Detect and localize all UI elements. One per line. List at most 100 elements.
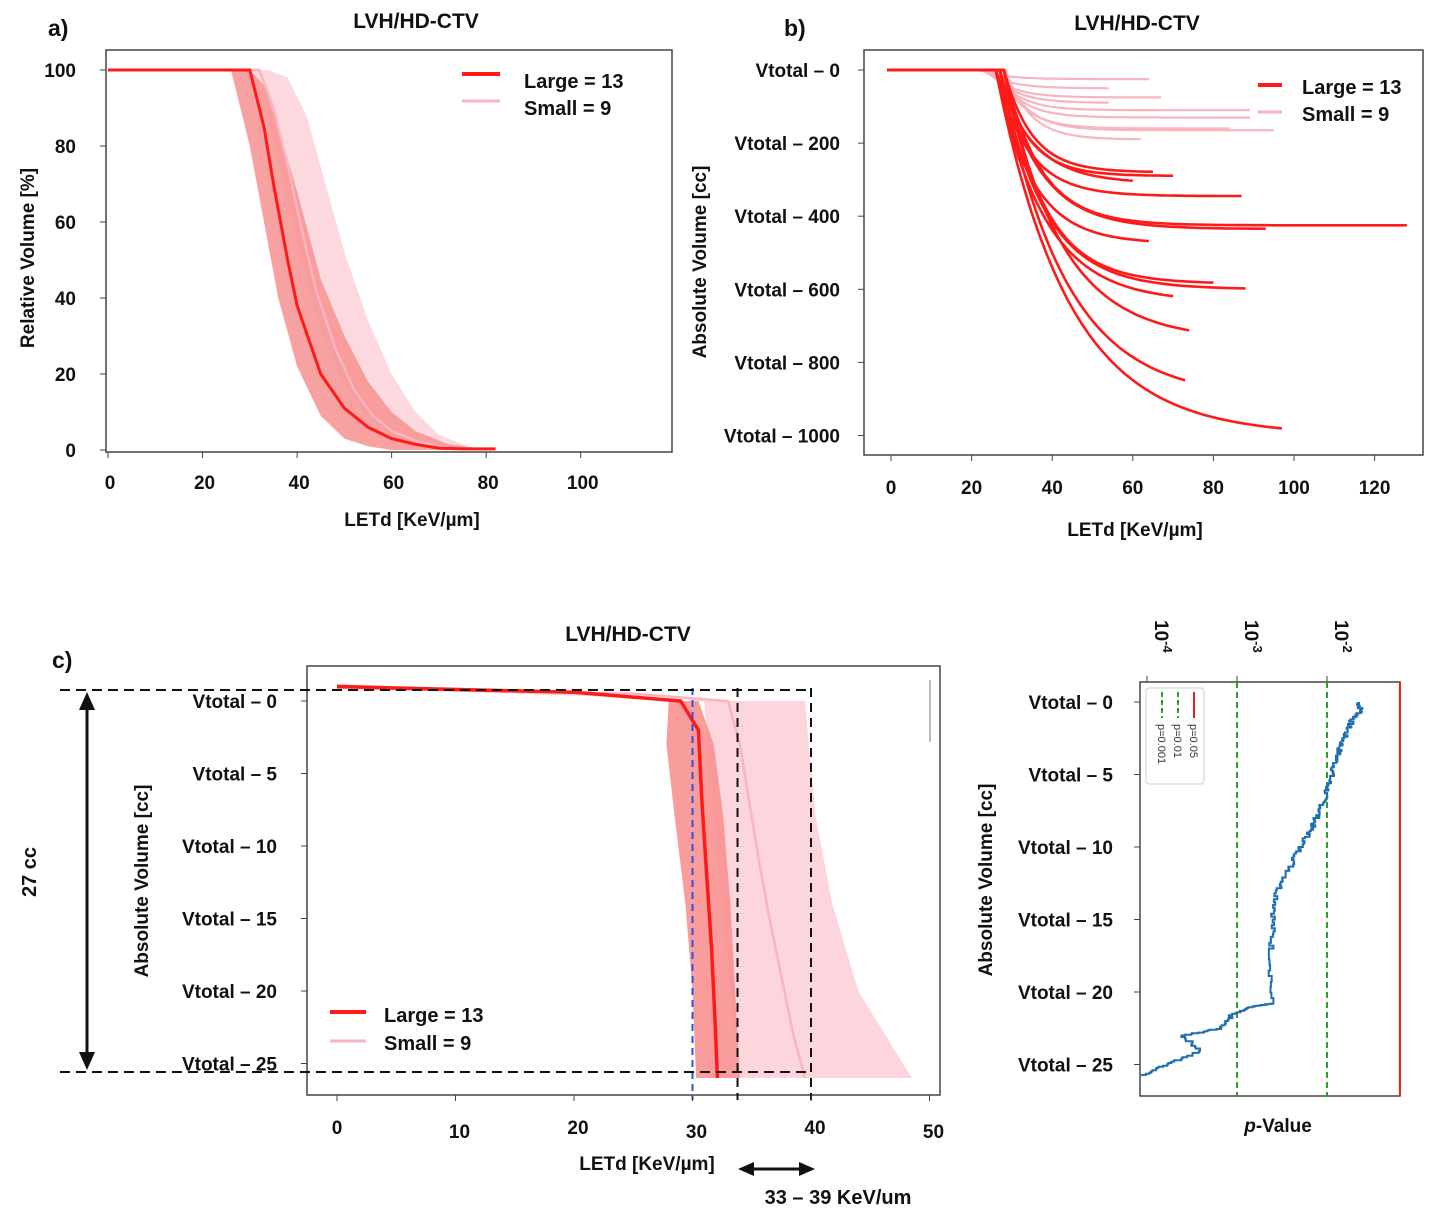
xtick-base-d: 10	[1150, 620, 1171, 641]
legend-label-large-c: Large = 13	[384, 1005, 484, 1027]
xtick-base-d: 10	[1330, 620, 1351, 641]
ytick-label-a: 20	[55, 365, 76, 386]
xtick-label-c: 20	[567, 1118, 588, 1139]
xlabel-d: p-Value	[1243, 1116, 1312, 1137]
series-large-c	[336, 684, 720, 1079]
ytick-label-c: Vtotal – 10	[182, 837, 277, 858]
range-annotation: 33 – 39 KeV/um	[765, 1187, 912, 1209]
ytick-label-d: Vtotal – 10	[1018, 838, 1113, 859]
band-large-c	[666, 701, 740, 1078]
xtick-exp-d: -2	[1340, 641, 1355, 653]
ytick-label-a: 60	[55, 213, 76, 234]
ytick-label-c: Vtotal – 25	[182, 1055, 277, 1076]
ytick-label-a: 80	[55, 137, 76, 158]
xlabel-d-italic: p	[1243, 1116, 1256, 1137]
ytick-label-a: 100	[44, 61, 76, 82]
panel-label-c: c)	[52, 647, 72, 673]
band-small-a	[108, 70, 468, 450]
legend-label-large-b: Large = 13	[1302, 77, 1402, 99]
band-large-a	[108, 70, 487, 450]
small-curve-b	[887, 68, 1161, 99]
xlabel-c: LETd [KeV/µm]	[579, 1154, 715, 1175]
large-curve-b	[887, 68, 1283, 430]
ytick-label-d: Vtotal – 0	[1029, 693, 1113, 714]
large-curve-b	[887, 68, 1242, 198]
band-small-c	[704, 701, 912, 1078]
legend-label-small-b: Small = 9	[1302, 104, 1389, 126]
xtick-label-c: 10	[449, 1122, 470, 1143]
large-curve-b	[887, 68, 1174, 298]
pvalue-curve	[1141, 701, 1364, 1077]
xtick-label-c: 0	[332, 1118, 343, 1139]
legend-label-small-a: Small = 9	[524, 98, 611, 120]
ytick-label-d: Vtotal – 15	[1018, 911, 1113, 932]
xlabel-a: LETd [KeV/µm]	[344, 510, 480, 531]
ytick-label-c: Vtotal – 5	[193, 765, 278, 786]
xtick-label-b: 120	[1359, 478, 1391, 499]
xtick-label-d: 10-4	[1150, 620, 1175, 653]
range-arrow-head-left	[738, 1162, 754, 1176]
title-b: LVH/HD-CTV	[1074, 12, 1200, 35]
panel-b-plot: 0 20 40 60 80 100 120 Vtotal – 0 Vtotal – 200 Vto…	[724, 49, 1424, 499]
bracket-arrow-head-up	[79, 692, 95, 710]
ylabel-a: Relative Volume [%]	[18, 168, 39, 348]
large-curve-b	[887, 68, 1246, 290]
ytick-label-d: Vtotal – 20	[1018, 983, 1113, 1004]
large-curve-b	[887, 68, 1133, 182]
large-curve-b	[887, 68, 1154, 174]
ytick-label-b: Vtotal – 0	[756, 61, 840, 82]
xtick-label-a: 20	[194, 473, 215, 494]
xtick-label-b: 80	[1203, 478, 1224, 499]
xtick-label-d: 10-3	[1240, 620, 1265, 653]
small-curve-b	[887, 68, 1141, 141]
legend-label-d: p=0.01	[1171, 724, 1183, 758]
xtick-label-a: 60	[383, 473, 404, 494]
series-small-c	[336, 686, 807, 1079]
xtick-label-b: 100	[1278, 478, 1310, 499]
large-curve-b	[887, 68, 1407, 227]
xtick-label-b: 20	[961, 478, 982, 499]
xtick-label-a: 40	[289, 473, 310, 494]
ytick-label-d: Vtotal – 25	[1018, 1056, 1113, 1077]
xtick-label-a: 100	[567, 473, 599, 494]
xtick-label-c: 40	[804, 1118, 825, 1139]
legend-label-small-c: Small = 9	[384, 1033, 471, 1055]
ytick-label-a: 0	[65, 441, 76, 462]
panel-c-plot: 0 10 20 30 40 50 Vtotal – 0 Vtotal – 5 Vtotal – …	[60, 665, 944, 1176]
legend-bg-b	[1250, 68, 1294, 126]
xtick-label-b: 40	[1042, 478, 1063, 499]
xtick-label-a: 80	[478, 473, 499, 494]
small-curve-b	[887, 68, 1254, 112]
ytick-label-b: Vtotal – 200	[734, 134, 840, 155]
panel-a-plot: 0 20 40 60 80 100 0 20 40 60 80 100 Large = 13 Small …	[44, 49, 673, 494]
legend-box-d	[1145, 687, 1205, 785]
xtick-label-c: 30	[686, 1122, 707, 1143]
xtick-label-b: 0	[886, 478, 897, 499]
ylabel-d: Absolute Volume [cc]	[976, 784, 997, 977]
panel-label-b: b)	[784, 15, 806, 41]
xtick-exp-d: -3	[1250, 641, 1265, 653]
ylabel-c: Absolute Volume [cc]	[132, 785, 153, 978]
small-curve-b	[887, 68, 1274, 132]
axes-frame-c	[306, 665, 941, 1096]
small-curve-b	[887, 68, 1258, 119]
series-small-a	[108, 68, 449, 450]
xtick-exp-d: -4	[1160, 641, 1175, 653]
panel-label-a: a)	[48, 15, 68, 41]
title-a: LVH/HD-CTV	[353, 10, 479, 33]
legend-label-d: p=0.001	[1155, 724, 1167, 764]
xtick-label-a: 0	[105, 473, 116, 494]
large-curve-b	[887, 68, 1266, 231]
ytick-label-b: Vtotal – 600	[734, 280, 840, 301]
bracket-arrow-head-down	[79, 1052, 95, 1070]
xlabel-b: LETd [KeV/µm]	[1067, 520, 1203, 541]
xtick-base-d: 10	[1240, 620, 1261, 641]
axes-frame-a	[105, 49, 673, 453]
series-large-a	[108, 68, 496, 451]
legend-bg-a	[458, 62, 506, 116]
ytick-label-b: Vtotal – 800	[734, 353, 840, 374]
legend-label-large-a: Large = 13	[524, 71, 624, 93]
xtick-label-b: 60	[1122, 478, 1143, 499]
